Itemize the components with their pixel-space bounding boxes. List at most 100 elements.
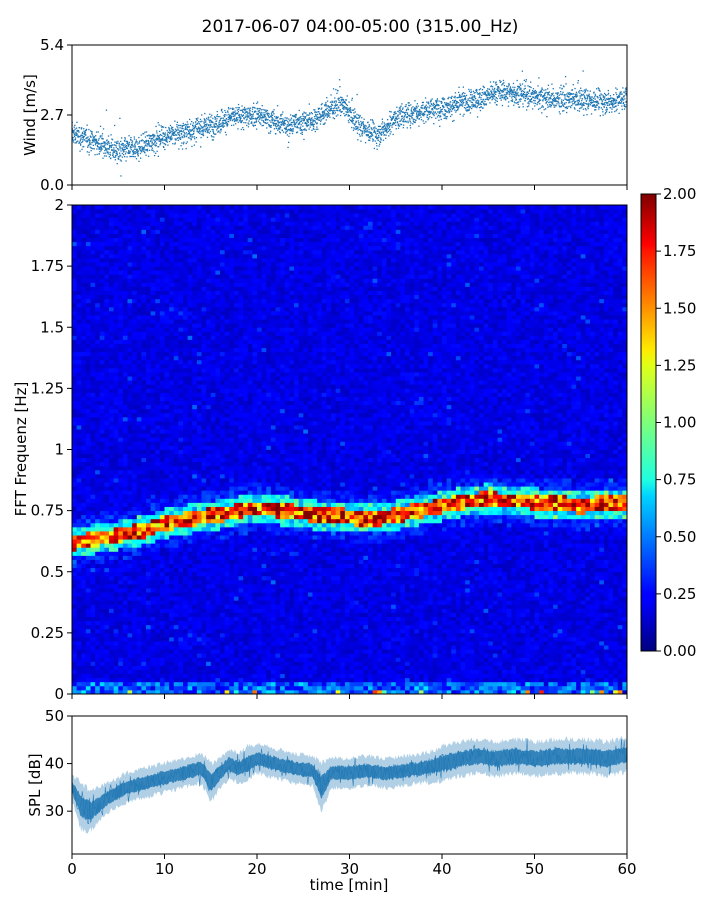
wind-point: [458, 102, 459, 103]
wind-point: [180, 125, 181, 126]
spectrogram-cell: [498, 682, 503, 686]
spectrogram-cell: [128, 665, 133, 669]
wind-point: [404, 121, 405, 122]
spectrogram-cell: [558, 674, 563, 678]
wind-point: [412, 113, 413, 114]
wind-point: [593, 98, 594, 99]
wind-point: [380, 137, 381, 138]
wind-point: [213, 129, 214, 130]
spectrogram-cell: [141, 661, 146, 665]
wind-point: [533, 88, 534, 89]
spectrogram-cell: [609, 670, 614, 674]
wind-point: [612, 104, 613, 105]
wind-point: [335, 89, 336, 90]
spectrogram-cell: [558, 682, 563, 686]
wind-point: [387, 132, 388, 133]
wind-point: [260, 108, 261, 109]
wind-point: [478, 100, 479, 101]
wind-point: [362, 130, 363, 131]
wind-point: [577, 82, 578, 83]
wind-point: [168, 136, 169, 137]
wind-point: [616, 109, 617, 110]
wind-point: [74, 136, 75, 137]
wind-point: [412, 123, 413, 124]
wind-point: [470, 112, 471, 113]
wind-point: [267, 110, 268, 111]
wind-point: [512, 87, 513, 88]
spectrogram-cell: [104, 657, 109, 661]
spectrogram-cell: [613, 661, 618, 665]
wind-point: [116, 147, 117, 148]
wind-point: [280, 127, 281, 128]
wind-point: [555, 93, 556, 94]
spectrogram-cell: [100, 674, 105, 678]
wind-point: [159, 131, 160, 132]
wind-point: [559, 95, 560, 96]
wind-point: [297, 121, 298, 122]
spectrogram-cell: [141, 665, 146, 669]
wind-point: [216, 120, 217, 121]
wind-point: [410, 113, 411, 114]
wind-point: [613, 107, 614, 108]
wind-point: [239, 107, 240, 108]
spectrogram-cell: [502, 657, 507, 661]
wind-point: [481, 95, 482, 96]
wind-point: [212, 118, 213, 119]
spectrogram-cell: [308, 674, 313, 678]
spectrogram-cell: [442, 649, 447, 653]
wind-point: [557, 96, 558, 97]
wind-point: [465, 99, 466, 100]
spectrogram-cell: [280, 674, 285, 678]
wind-point: [311, 130, 312, 131]
spectrogram-cell: [479, 649, 484, 653]
wind-point: [259, 112, 260, 113]
spectrogram-cell: [252, 653, 257, 657]
spectrogram-cell: [243, 682, 248, 686]
spectrogram-cell: [433, 670, 438, 674]
spectrogram-cell: [266, 674, 271, 678]
wind-point: [346, 114, 347, 115]
wind-point: [261, 114, 262, 115]
wind-point: [510, 88, 511, 89]
wind-point: [583, 70, 584, 71]
wind-point: [336, 115, 337, 116]
wind-point: [613, 94, 614, 95]
wind-point: [546, 99, 547, 100]
wind-point: [248, 108, 249, 109]
wind-point: [398, 128, 399, 129]
spectrogram-cell: [225, 661, 230, 665]
wind-point: [579, 93, 580, 94]
spectrogram-cell: [544, 678, 549, 682]
wind-point: [357, 133, 358, 134]
wind-point: [335, 112, 336, 113]
wind-point: [112, 144, 113, 145]
wind-point: [353, 127, 354, 128]
wind-point: [616, 100, 617, 101]
wind-point: [604, 96, 605, 97]
wind-point: [171, 137, 172, 138]
wind-point: [480, 110, 481, 111]
wind-point: [121, 160, 122, 161]
wind-point: [285, 123, 286, 124]
wind-point: [258, 108, 259, 109]
wind-point: [350, 109, 351, 110]
spectrogram-cell: [322, 657, 327, 661]
wind-point: [273, 109, 274, 110]
wind-point: [166, 139, 167, 140]
wind-point: [233, 125, 234, 126]
wind-point: [306, 123, 307, 124]
spectrogram-cell: [141, 657, 146, 661]
spectrogram-cell: [317, 674, 322, 678]
spectrogram-cell: [197, 653, 202, 657]
wind-point: [152, 150, 153, 151]
wind-point: [476, 107, 477, 108]
wind-point: [360, 136, 361, 137]
spectrogram-cell: [72, 657, 77, 661]
wind-point: [355, 111, 356, 112]
spectrogram-cell: [595, 653, 600, 657]
spectrogram-cell: [206, 670, 211, 674]
wind-point: [221, 129, 222, 130]
spectrogram-cell: [410, 653, 415, 657]
spectrogram-cell: [294, 665, 299, 669]
wind-point: [465, 105, 466, 106]
